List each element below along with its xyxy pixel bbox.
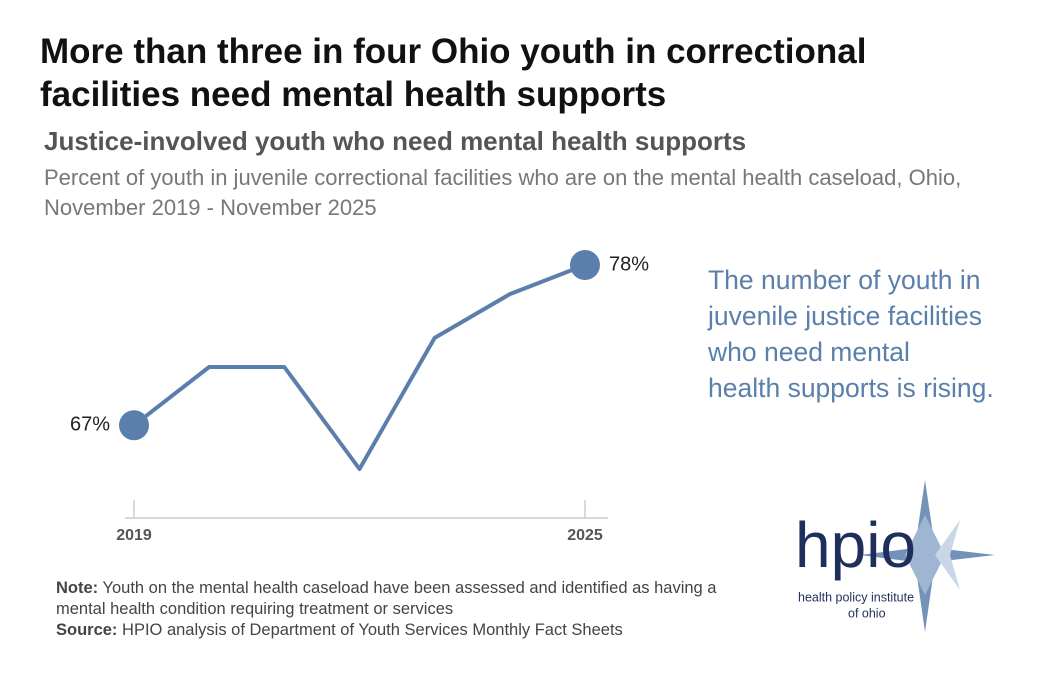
annotation-line: who need mental: [708, 337, 910, 367]
marker: [570, 250, 600, 280]
x-tick-label: 2019: [116, 527, 152, 544]
source-label: Source:: [56, 621, 118, 639]
chart-subtitle: Justice-involved youth who need mental h…: [44, 126, 747, 156]
line: [132, 263, 586, 471]
logo-star-ray: [935, 520, 960, 590]
logo-caption: health policy institute: [798, 590, 914, 604]
annotation: The number of youth in juvenile justice …: [708, 262, 994, 406]
logo-text: hpio: [795, 509, 916, 581]
annotation-line: The number of youth in: [708, 265, 981, 295]
source: Source: HPIO analysis of Department of Y…: [56, 620, 756, 641]
note-label: Note:: [56, 579, 99, 597]
x-tick-label: 2025: [567, 527, 603, 544]
chart-title: More than three in four Ohio youth in co…: [40, 32, 867, 114]
marker: [119, 410, 149, 441]
note-text: Youth on the mental health caseload have…: [56, 579, 717, 618]
data-label: 67%: [70, 414, 110, 436]
logo-caption: of ohio: [848, 606, 886, 620]
notes: Note: Youth on the mental health caseloa…: [56, 578, 756, 641]
logo-star-center: [905, 515, 945, 595]
source-text: HPIO analysis of Department of Youth Ser…: [122, 621, 623, 639]
chart-description: Percent of youth in juvenile correctiona…: [44, 165, 962, 220]
note: Note: Youth on the mental health caseloa…: [56, 578, 756, 620]
data-label: 78%: [609, 253, 649, 275]
annotation-line: health supports is rising.: [708, 373, 994, 403]
annotation-line: juvenile justice facilities: [708, 301, 982, 331]
logo: hpio health policy institute of ohio: [795, 480, 995, 632]
